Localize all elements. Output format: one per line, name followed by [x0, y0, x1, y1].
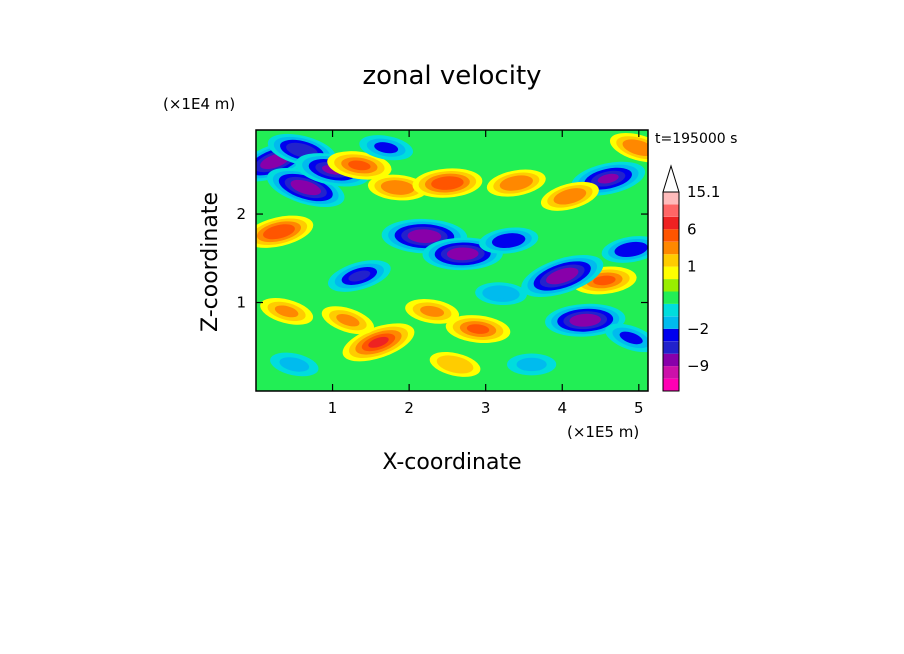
- colorbar-label: 6: [687, 220, 697, 238]
- colorbar-swatch: [663, 316, 679, 329]
- colorbar-swatch: [663, 303, 679, 317]
- velocity-contour: [296, 182, 316, 193]
- colorbar-swatch: [663, 204, 679, 217]
- colorbar-label: −2: [687, 320, 709, 338]
- chart-title: zonal velocity: [362, 61, 541, 91]
- velocity-contour: [466, 324, 490, 334]
- velocity-contour: [274, 305, 299, 318]
- y-tick-label: 1: [236, 294, 246, 312]
- velocity-contour: [368, 336, 389, 348]
- colorbar-label: 15.1: [687, 183, 720, 201]
- velocity-contour: [348, 270, 371, 282]
- velocity-contour: [559, 191, 581, 202]
- colorbar-label: −9: [687, 357, 709, 375]
- velocity-contour: [619, 331, 643, 345]
- velocity-contour: [498, 236, 519, 246]
- y-scale-label: (×1E4 m): [163, 95, 235, 113]
- velocity-field: [256, 132, 648, 377]
- colorbar-label: 1: [687, 258, 697, 276]
- velocity-contour: [292, 145, 312, 156]
- x-tick-label: 3: [481, 399, 491, 417]
- velocity-contour: [387, 183, 409, 192]
- colorbar: [662, 164, 680, 392]
- colorbar-swatch: [663, 291, 679, 304]
- velocity-contour: [453, 249, 473, 258]
- velocity-contour: [620, 244, 642, 255]
- colorbar-swatch: [663, 366, 679, 379]
- velocity-contour: [597, 173, 619, 184]
- velocity-contour: [628, 142, 648, 153]
- x-scale-label: (×1E5 m): [567, 423, 639, 441]
- velocity-contour: [593, 275, 616, 286]
- time-label: t=195000 s: [655, 131, 737, 147]
- velocity-contour: [552, 270, 573, 282]
- velocity-contour: [336, 314, 360, 327]
- velocity-contour: [420, 305, 445, 317]
- velocity-contour: [437, 178, 458, 188]
- velocity-contour: [269, 227, 289, 237]
- velocity-contour: [489, 288, 513, 299]
- x-axis-ticks: 1 2 3 4 5: [328, 130, 644, 417]
- x-axis-label: X-coordinate: [382, 450, 521, 475]
- colorbar-swatch: [663, 353, 679, 367]
- x-tick-label: 4: [557, 399, 567, 417]
- velocity-contour: [575, 316, 595, 325]
- velocity-contour: [443, 358, 467, 370]
- velocity-contour: [414, 231, 435, 241]
- y-axis-ticks: 12: [236, 205, 648, 312]
- velocity-contour: [348, 160, 371, 171]
- colorbar-swatch: [663, 266, 679, 279]
- velocity-contour: [265, 155, 285, 166]
- y-axis-label: Z-coordinate: [198, 192, 223, 332]
- velocity-contour: [516, 357, 547, 372]
- colorbar-swatch: [663, 254, 679, 267]
- x-tick-label: 5: [634, 399, 644, 417]
- colorbar-swatch: [663, 328, 679, 342]
- x-tick-label: 1: [328, 399, 338, 417]
- x-tick-label: 2: [404, 399, 414, 417]
- colorbar-swatch: [663, 216, 679, 230]
- colorbar-swatch: [663, 341, 679, 354]
- colorbar-swatch: [663, 378, 679, 391]
- colorbar-swatch: [663, 241, 679, 255]
- colorbar-swatch: [663, 192, 679, 205]
- y-tick-label: 2: [236, 205, 246, 223]
- velocity-contour: [374, 142, 399, 154]
- colorbar-max-arrow: [662, 164, 680, 193]
- velocity-contour: [279, 357, 310, 372]
- velocity-contour: [506, 178, 527, 188]
- plot-frame: [255, 129, 649, 392]
- colorbar-swatch: [663, 279, 679, 292]
- colorbar-labels: 15.1 6 1 −2 −9: [687, 183, 720, 375]
- colorbar-swatch: [663, 229, 679, 242]
